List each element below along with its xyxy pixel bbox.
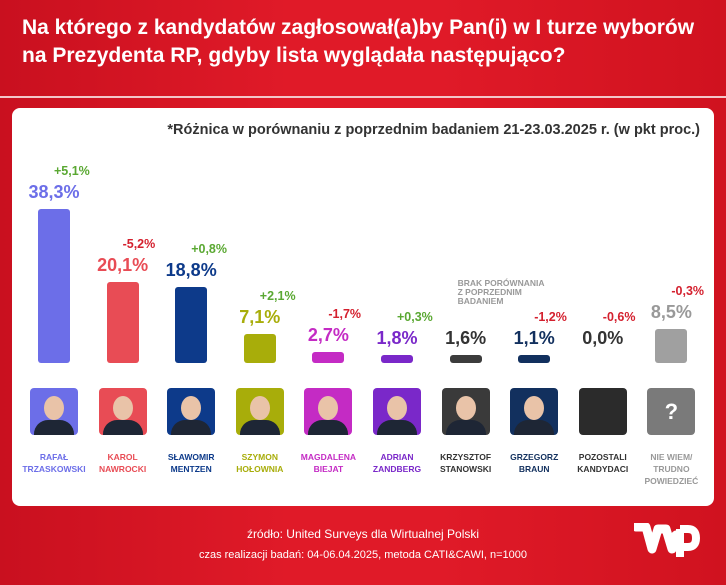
delta-label: +5,1% xyxy=(54,164,90,179)
candidate-photo xyxy=(167,388,216,435)
value-label: 38,3% xyxy=(28,182,80,203)
candidate-photo xyxy=(510,388,559,435)
person-icon xyxy=(249,396,270,420)
candidate-name: MAGDALENA BIEJAT xyxy=(300,452,357,474)
candidate-photo xyxy=(98,388,147,435)
candidate-name: KRZYSZTOF STANOWSKI xyxy=(439,452,492,474)
value-label: 8,5% xyxy=(650,301,692,322)
candidate-name: KAROL NAWROCKI xyxy=(98,452,147,474)
bar-column: 2,7% -1,7% MAGDALENA BIEJAT xyxy=(294,108,362,506)
bar xyxy=(175,287,208,363)
bar xyxy=(106,282,139,363)
person-icon xyxy=(318,396,339,420)
bar-column: 1,6% BRAK PORÓWNANIA Z POPRZEDNIM BADANIE… xyxy=(432,108,544,506)
delta-label: -1,7% xyxy=(328,307,362,322)
value-label: 7,1% xyxy=(239,307,281,328)
delta-label: -0,3% xyxy=(671,283,705,298)
bar xyxy=(243,334,276,363)
candidate-name: NIE WIEM/ TRUDNO POWIEDZIEĆ xyxy=(644,452,699,486)
person-icon xyxy=(112,396,133,420)
value-label: 1,8% xyxy=(376,328,418,348)
bar xyxy=(381,355,413,363)
bar-column: 7,1% +2,1% SZYMON HOŁOWNIA xyxy=(226,108,296,506)
bar xyxy=(655,328,688,363)
person-body xyxy=(102,420,143,435)
person-icon xyxy=(44,396,64,420)
person-icon xyxy=(387,396,407,420)
bar xyxy=(518,355,551,363)
delta-label: -0,6% xyxy=(602,310,636,324)
person-body xyxy=(514,420,555,435)
delta-label: +2,1% xyxy=(259,289,296,304)
person-icon xyxy=(181,396,202,420)
bar-column: 1,1% -1,2% GRZEGORZ BRAUN xyxy=(500,108,568,506)
candidate-name: GRZEGORZ BRAUN xyxy=(510,452,559,474)
person-body xyxy=(34,420,74,435)
person-icon xyxy=(524,396,545,420)
others-tile xyxy=(578,388,627,435)
unknown-tile: ? xyxy=(647,388,696,435)
value-label: 20,1% xyxy=(97,255,149,276)
no-comparison-label: BRAK PORÓWNANIA Z POPRZEDNIM BADANIEM xyxy=(457,278,545,306)
value-label: 18,8% xyxy=(165,260,217,281)
candidate-name: ADRIAN ZANDBERG xyxy=(372,452,422,474)
delta-label: -5,2% xyxy=(122,237,156,252)
method-text: czas realizacji badań: 04-06.04.2025, me… xyxy=(198,549,528,561)
comparison-note: *Różnica w porównaniu z poprzednim badan… xyxy=(167,122,700,138)
person-body xyxy=(239,420,280,435)
person-body xyxy=(171,420,212,435)
candidate-name: SZYMON HOŁOWNIA xyxy=(236,452,284,474)
candidate-name: SŁAWOMIR MENTZEN xyxy=(167,452,215,474)
bar xyxy=(312,352,345,363)
bar-column: 1,8% +0,3% ADRIAN ZANDBERG xyxy=(363,108,433,506)
bar-column: 8,5% -0,3%? NIE WIEM/ TRUDNO POWIEDZIEĆ xyxy=(637,108,705,506)
person-body xyxy=(377,420,417,435)
question-icon: ? xyxy=(664,399,679,424)
candidate-photo xyxy=(441,388,490,435)
bar-column: 38,3% +5,1% RAFAŁ TRZASKOWSKI xyxy=(20,108,90,506)
value-label: 1,1% xyxy=(513,328,555,348)
candidate-photo xyxy=(373,388,421,435)
delta-label: +0,8% xyxy=(191,242,227,257)
bar xyxy=(38,209,70,363)
bar-chart: 38,3% +5,1% RAFAŁ TRZASKOWSKI 20,1% -5,2% KAR… xyxy=(12,108,714,506)
chart-title: Na którego z kandydatów zagłosował(a)by … xyxy=(22,16,695,67)
candidate-photo xyxy=(304,388,353,435)
bar xyxy=(449,355,482,363)
bar-column: 20,1% -5,2% KAROL NAWROCKI xyxy=(89,108,157,506)
value-label: 0,0% xyxy=(582,328,624,348)
person-icon xyxy=(455,396,476,420)
wp-logo xyxy=(634,523,700,557)
source-text: źródło: United Surveys dla Wirtualnej Po… xyxy=(246,527,480,541)
bar-column: 18,8% +0,8% SŁAWOMIR MENTZEN xyxy=(157,108,227,506)
person-body xyxy=(308,420,349,435)
candidate-photo xyxy=(30,388,78,435)
delta-label: +0,3% xyxy=(397,310,433,324)
value-label: 2,7% xyxy=(307,325,349,346)
divider xyxy=(0,96,726,98)
bar-column: 0,0% -0,6% POZOSTALI KANDYDACI xyxy=(569,108,637,506)
candidate-name: POZOSTALI KANDYDACI xyxy=(577,452,629,474)
chart-card: *Różnica w porównaniu z poprzednim badan… xyxy=(12,108,714,506)
value-label: 1,6% xyxy=(445,328,487,348)
delta-label: -1,2% xyxy=(534,310,567,324)
person-body xyxy=(445,420,486,435)
candidate-photo xyxy=(235,388,284,435)
candidate-name: RAFAŁ TRZASKOWSKI xyxy=(22,452,86,474)
